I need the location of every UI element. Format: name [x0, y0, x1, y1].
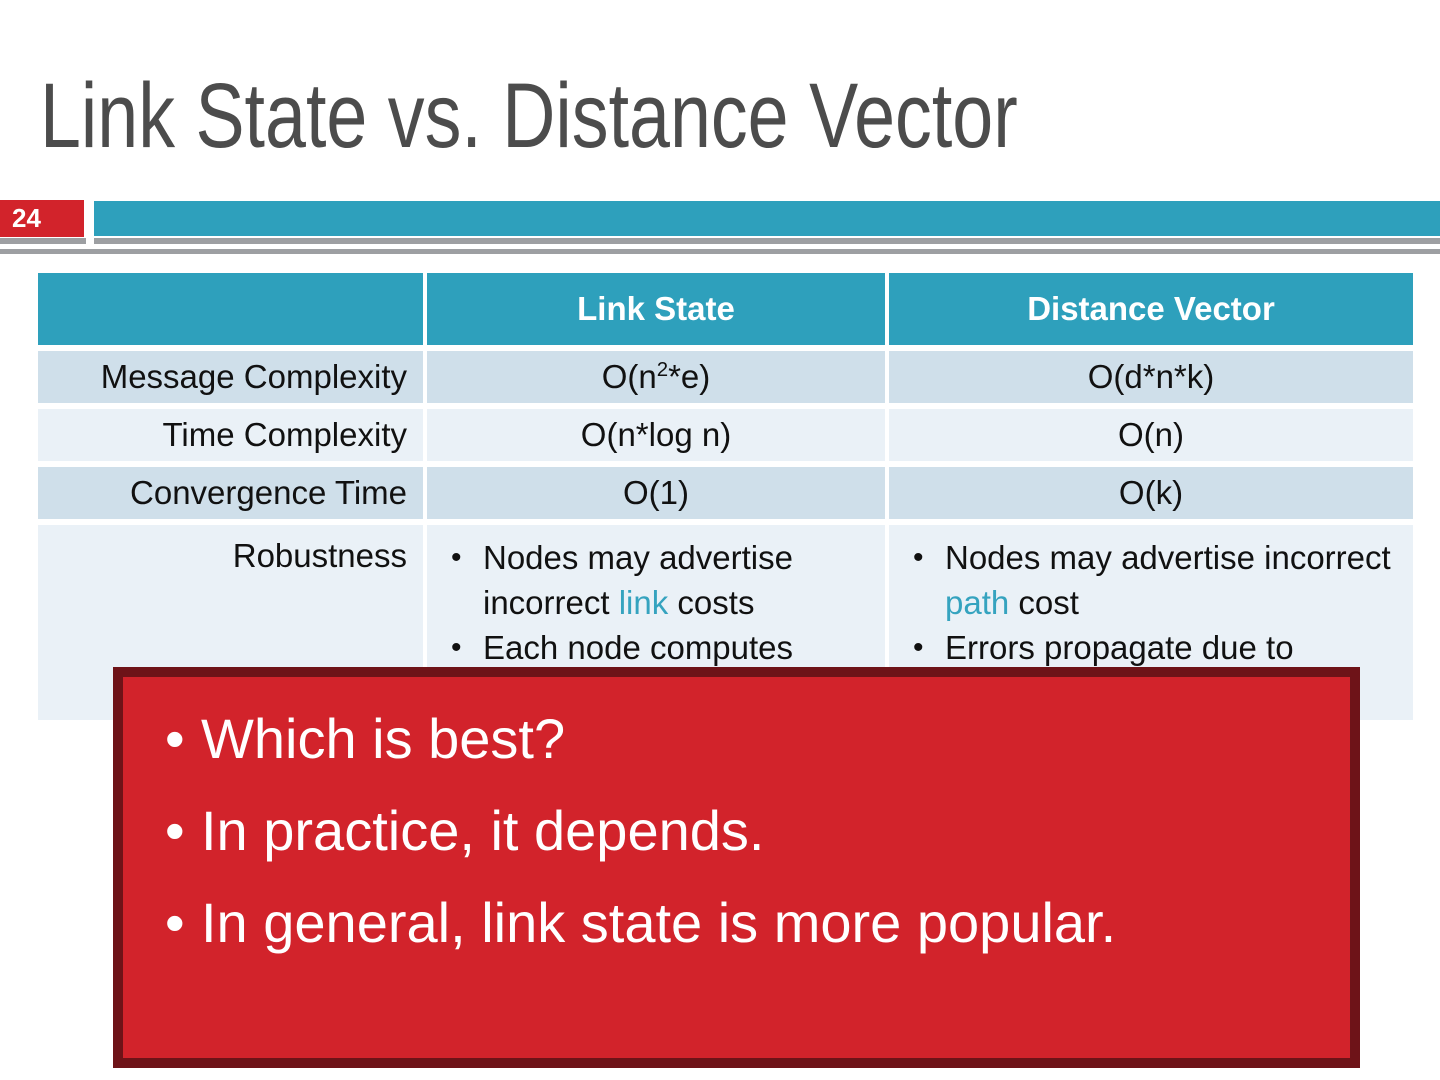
- conclusion-bullet-text: Which is best?: [201, 707, 566, 770]
- cell-convergence-time-distance-vector: O(k): [889, 467, 1413, 519]
- list-item: • Which is best?: [165, 707, 1330, 771]
- bullet-icon: •: [913, 631, 924, 664]
- bullet-text: Nodes may advertise incorrect path cost: [945, 535, 1403, 625]
- list-item: • Errors propagate due to: [913, 625, 1403, 670]
- comparison-table: Link State Distance Vector Message Compl…: [38, 273, 1413, 720]
- text-segment: cost: [1009, 584, 1079, 621]
- cell-time-complexity-link-state: O(n*log n): [427, 409, 885, 461]
- text-segment: Errors propagate due to: [945, 629, 1294, 666]
- text-segment: O(n: [601, 358, 657, 395]
- cell-message-complexity-link-state: O(n2*e): [427, 351, 885, 403]
- table-header-link-state: Link State: [427, 273, 885, 345]
- bullet-icon: •: [165, 799, 185, 862]
- bullet-icon: •: [451, 541, 462, 574]
- list-item: • Nodes may advertise incorrect path cos…: [913, 535, 1403, 625]
- bullet-text: Errors propagate due to: [945, 625, 1294, 670]
- cell-message-complexity-distance-vector: O(d*n*k): [889, 351, 1413, 403]
- bullet-icon: •: [165, 891, 185, 954]
- bullet-text: Nodes may advertise incorrect link costs: [483, 535, 875, 625]
- text-segment: O(1): [623, 474, 689, 511]
- conclusion-bullet-text: In practice, it depends.: [201, 799, 765, 862]
- bullet-icon: •: [913, 541, 924, 574]
- row-label-time-complexity: Time Complexity: [38, 409, 423, 461]
- text-segment: O(n2*e): [602, 358, 711, 396]
- gray-divider-line: [0, 249, 1440, 254]
- text-segment: Each node computes: [483, 629, 794, 666]
- text-segment: Nodes may advertise incorrect: [945, 539, 1391, 576]
- superscript: 2: [656, 358, 669, 381]
- conclusion-overlay-box: • Which is best? • In practice, it depen…: [113, 667, 1360, 1068]
- text-segment: O(1): [623, 474, 689, 512]
- highlighted-word: link: [618, 584, 669, 621]
- list-item: • In practice, it depends.: [165, 799, 1330, 863]
- slide-title: Link State vs. Distance Vector: [40, 65, 1018, 167]
- bullet-text: Each node computes: [483, 625, 793, 670]
- list-item: • In general, link state is more popular…: [165, 891, 1330, 955]
- cell-time-complexity-distance-vector: O(n): [889, 409, 1413, 461]
- text-segment: Nodes may advertise incorrect: [483, 539, 793, 621]
- teal-rule-bar: [94, 201, 1440, 236]
- table-header-distance-vector: Distance Vector: [889, 273, 1413, 345]
- row-label-message-complexity: Message Complexity: [38, 351, 423, 403]
- conclusion-bullet-text: In general, link state is more popular.: [201, 891, 1117, 954]
- row-label-convergence-time: Convergence Time: [38, 467, 423, 519]
- teal-rule-shadow-line: [94, 238, 1440, 244]
- cell-convergence-time-link-state: O(1): [427, 467, 885, 519]
- text-segment: O(n*log n): [581, 416, 731, 454]
- badge-shadow-line: [0, 238, 86, 244]
- table-header-empty: [38, 273, 423, 345]
- conclusion-bullet-list: • Which is best? • In practice, it depen…: [123, 677, 1350, 955]
- slide-number: 24: [12, 203, 41, 233]
- bullet-icon: •: [165, 707, 185, 770]
- text-segment: O(n*log n): [580, 416, 732, 453]
- bullet-icon: •: [451, 631, 462, 664]
- list-item: • Nodes may advertise incorrect link cos…: [451, 535, 875, 625]
- slide-number-badge: 24: [0, 200, 84, 237]
- text-segment: *e): [668, 358, 711, 395]
- list-item: • Each node computes: [451, 625, 875, 670]
- text-segment: costs: [668, 584, 755, 621]
- highlighted-word: path: [945, 584, 1010, 621]
